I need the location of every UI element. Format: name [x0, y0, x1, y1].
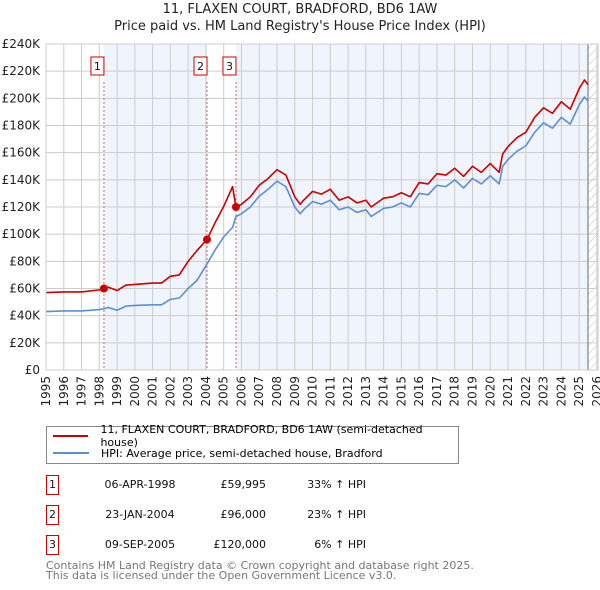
chart-subtitle: Price paid vs. HM Land Registry's House … — [114, 19, 486, 34]
y-tick-label: £20K — [9, 336, 41, 350]
x-tick-label: 2007 — [252, 376, 266, 407]
sale-price: £96,000 — [220, 508, 267, 521]
sale-date: 09-SEP-2005 — [104, 538, 176, 551]
x-tick-label: 2018 — [448, 376, 462, 407]
sale-label: 1 — [94, 60, 101, 73]
plot-area: 1995 1996 1997 1998 1999 2000 2001 2002 2003 2004… — [2, 37, 600, 407]
sale-label-box — [193, 56, 208, 76]
x-tick-label: 2009 — [288, 376, 302, 407]
x-tick-label: 1996 — [57, 376, 71, 407]
y-tick-label: £0 — [25, 363, 40, 377]
sale-date: 23-JAN-2004 — [105, 508, 175, 521]
sale-price: £59,995 — [220, 478, 267, 491]
y-tick-label: £80K — [9, 254, 41, 268]
legend: 11, FLAXEN COURT, BRADFORD, BD6 1AW (sem… — [46, 423, 459, 464]
x-tick-label: 1998 — [92, 376, 106, 407]
sale-hpi-diff: 6% ↑ HPI — [314, 538, 366, 551]
legend-label: 11, FLAXEN COURT, BRADFORD, BD6 1AW (sem… — [100, 423, 423, 449]
price-paid-line — [45, 79, 589, 294]
x-tick-label: 2005 — [217, 376, 231, 407]
x-tick-label: 2015 — [394, 376, 408, 407]
y-tick-label: £160K — [2, 146, 42, 160]
legend-item-hpi: HPI: Average price, semi-detached house,… — [53, 445, 383, 461]
footer-copyright: Contains HM Land Registry data © Crown c… — [46, 559, 474, 572]
x-tick-label: 2008 — [270, 376, 284, 407]
x-tick-label: 2026 — [590, 376, 600, 407]
x-tick-label: 2001 — [146, 376, 160, 407]
chart-title: 11, FLAXEN COURT, BRADFORD, BD6 1AW — [162, 2, 438, 17]
x-tick-label: 2003 — [181, 376, 195, 407]
x-tick-label: 2010 — [306, 376, 320, 407]
x-tick-label: 2022 — [519, 376, 533, 407]
y-tick-label: £180K — [2, 119, 42, 133]
y-tick-label: £140K — [2, 173, 42, 187]
sale-number-badge: 3 — [46, 535, 59, 555]
plot-border — [45, 43, 599, 371]
x-tick-label: 2017 — [430, 376, 444, 407]
sale-price: £120,000 — [213, 538, 267, 551]
sale-point — [99, 284, 108, 293]
sale-label: 2 — [197, 60, 204, 73]
x-tick-label: 2020 — [483, 376, 497, 407]
sale-hpi-diff: 33% ↑ HPI — [307, 478, 366, 491]
x-tick-label: 2004 — [199, 376, 213, 407]
y-tick-label: £60K — [9, 282, 41, 296]
sale-label: 3 — [226, 60, 233, 73]
legend-label: HPI: Average price, semi-detached house,… — [101, 446, 383, 460]
x-tick-label: 2019 — [465, 376, 479, 407]
legend-swatch-red — [53, 435, 89, 437]
legend-swatch-blue — [53, 452, 89, 454]
footer-licence: This data is licensed under the Open Gov… — [46, 569, 397, 582]
x-tick-label: 1997 — [75, 376, 89, 407]
x-tick-label: 2024 — [554, 376, 568, 407]
y-tick-label: £100K — [2, 227, 42, 241]
x-tick-label: 2011 — [323, 376, 337, 407]
hpi-line — [45, 96, 589, 313]
y-tick-label: £200K — [2, 91, 42, 105]
x-tick-label: 2012 — [341, 376, 355, 407]
x-tick-label: 2023 — [537, 376, 551, 407]
y-tick-label: £40K — [9, 309, 41, 323]
sale-hpi-diff: 23% ↑ HPI — [307, 508, 366, 521]
x-tick-label: 1995 — [39, 376, 53, 407]
x-tick-label: 2000 — [128, 376, 142, 407]
y-tick-label: £240K — [2, 37, 42, 51]
sale-label-box — [222, 56, 237, 76]
footer: Contains HM Land Registry data © Crown c… — [46, 559, 474, 582]
sale-point — [231, 203, 240, 211]
x-tick-label: 2014 — [377, 376, 391, 407]
sale-label-box — [90, 56, 105, 76]
sale-number-badge: 1 — [46, 475, 59, 495]
x-tick-label: 2006 — [234, 376, 248, 407]
x-tick-label: 2016 — [412, 376, 426, 407]
x-tick-label: 2002 — [163, 376, 177, 407]
legend-item-property: 11, FLAXEN COURT, BRADFORD, BD6 1AW (sem… — [53, 423, 458, 449]
y-tick-label: £220K — [2, 64, 42, 78]
sale-date: 06-APR-1998 — [104, 478, 176, 491]
sale-number-badge: 2 — [46, 505, 59, 525]
x-tick-label: 1999 — [110, 376, 124, 407]
y-tick-label: £120K — [2, 200, 42, 214]
x-tick-label: 2021 — [501, 376, 515, 407]
x-tick-label: 2025 — [572, 376, 586, 407]
x-tick-label: 2013 — [359, 376, 373, 407]
sale-point — [202, 235, 211, 244]
